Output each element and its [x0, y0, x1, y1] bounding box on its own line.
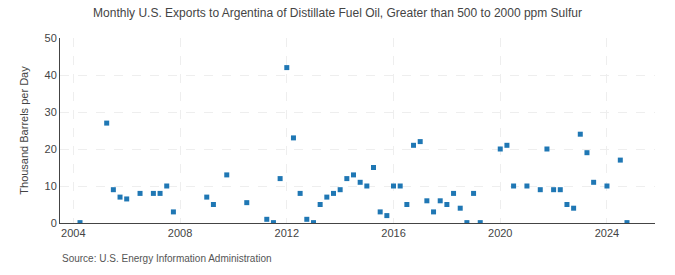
svg-text:2012: 2012 [275, 227, 299, 239]
svg-text:2008: 2008 [168, 227, 192, 239]
svg-text:50: 50 [45, 32, 57, 44]
svg-text:30: 30 [45, 106, 57, 118]
svg-text:Source: U.S. Energy Informatio: Source: U.S. Energy Information Administ… [62, 253, 272, 264]
svg-text:20: 20 [45, 143, 57, 155]
svg-text:2004: 2004 [61, 227, 85, 239]
svg-text:2020: 2020 [488, 227, 512, 239]
svg-text:2016: 2016 [381, 227, 405, 239]
svg-text:40: 40 [45, 69, 57, 81]
svg-text:Thousand Barrels per Day: Thousand Barrels per Day [18, 66, 30, 195]
svg-text:0: 0 [51, 217, 57, 229]
svg-text:10: 10 [45, 180, 57, 192]
svg-text:Monthly U.S. Exports to Argent: Monthly U.S. Exports to Argentina of Dis… [93, 6, 582, 20]
svg-text:2024: 2024 [595, 227, 619, 239]
